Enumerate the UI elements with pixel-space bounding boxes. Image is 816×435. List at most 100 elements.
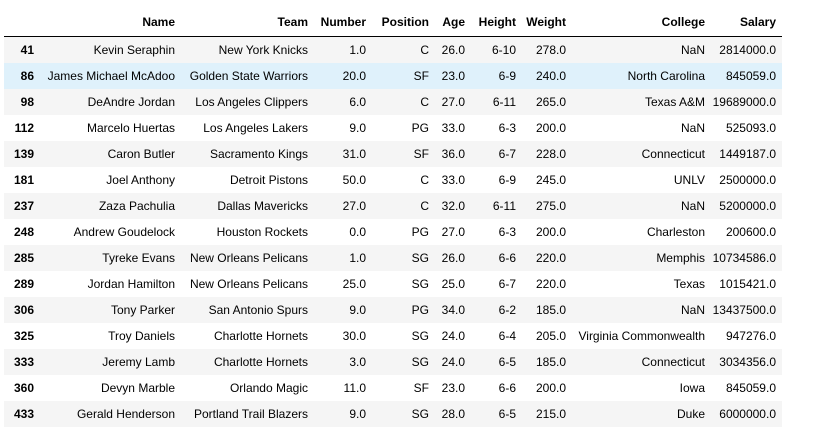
cell-team: Charlotte Hornets xyxy=(213,329,308,343)
cell-team: Golden State Warriors xyxy=(189,69,308,83)
cell-college: Duke xyxy=(676,407,705,421)
table-row: 139 Caron Butler Sacramento Kings 31.0 SF 36.… xyxy=(4,141,782,167)
cell-name: Caron Butler xyxy=(107,147,175,161)
cell-weight: 205.0 xyxy=(535,329,566,343)
cell-salary: 10734586.0 xyxy=(712,251,776,265)
cell-name: Devyn Marble xyxy=(100,381,175,395)
cell-salary: 2500000.0 xyxy=(719,173,776,187)
cell-team: Portland Trail Blazers xyxy=(193,407,308,421)
table-body: 41 Kevin Seraphin New York Knicks 1.0 C 26.0 6… xyxy=(4,36,782,427)
row-index: 360 xyxy=(13,381,34,395)
cell-team: Los Angeles Lakers xyxy=(203,121,308,135)
cell-number: 1.0 xyxy=(349,251,366,265)
cell-salary: 525093.0 xyxy=(725,121,776,135)
cell-position: SG xyxy=(411,277,429,291)
row-index: 285 xyxy=(13,251,34,265)
table-row: 306 Tony Parker San Antonio Spurs 9.0 PG 34.0… xyxy=(4,297,782,323)
cell-number: 1.0 xyxy=(349,43,366,57)
row-index: 325 xyxy=(13,329,34,343)
table-row: 181 Joel Anthony Detroit Pistons 50.0 C 33.0 6… xyxy=(4,167,782,193)
cell-height: 6-6 xyxy=(498,381,516,395)
cell-salary: 200600.0 xyxy=(725,225,776,239)
cell-weight: 200.0 xyxy=(535,225,566,239)
cell-salary: 1015421.0 xyxy=(719,277,776,291)
cell-name: Andrew Goudelock xyxy=(73,225,175,239)
table-row: 86 James Michael McAdoo Golden State Warri… xyxy=(4,63,782,89)
cell-number: 9.0 xyxy=(349,407,366,421)
cell-team: Dallas Mavericks xyxy=(217,199,308,213)
cell-weight: 215.0 xyxy=(535,407,566,421)
cell-height: 6-10 xyxy=(491,43,516,57)
cell-age: 34.0 xyxy=(441,303,465,317)
table-row: 325 Troy Daniels Charlotte Hornets 30.0 SG 24… xyxy=(4,323,782,349)
cell-name: Zaza Pachulia xyxy=(98,199,175,213)
column-header-name: Name xyxy=(40,8,181,37)
table-row: 285 Tyreke Evans New Orleans Pelicans 1.0 SG… xyxy=(4,245,782,271)
cell-team: San Antonio Spurs xyxy=(208,303,308,317)
cell-number: 25.0 xyxy=(342,277,366,291)
cell-salary: 2814000.0 xyxy=(719,43,776,57)
column-header-college: College xyxy=(572,8,711,37)
row-index: 248 xyxy=(13,225,34,239)
cell-age: 26.0 xyxy=(441,43,465,57)
cell-salary: 5200000.0 xyxy=(719,199,776,213)
cell-name: James Michael McAdoo xyxy=(47,69,175,83)
cell-position: C xyxy=(420,199,429,213)
row-index: 289 xyxy=(13,277,34,291)
row-index: 306 xyxy=(13,303,34,317)
cell-age: 23.0 xyxy=(441,69,465,83)
index-header xyxy=(4,8,40,37)
column-header-position: Position xyxy=(372,8,435,37)
cell-name: Joel Anthony xyxy=(106,173,175,187)
cell-college: NaN xyxy=(680,121,705,135)
cell-age: 33.0 xyxy=(441,173,465,187)
cell-name: Troy Daniels xyxy=(108,329,175,343)
column-header-weight: Weight xyxy=(522,8,572,37)
table-row: 237 Zaza Pachulia Dallas Mavericks 27.0 C 32.… xyxy=(4,193,782,219)
cell-age: 32.0 xyxy=(441,199,465,213)
table-row: 433 Gerald Henderson Portland Trail Blazer… xyxy=(4,401,782,427)
cell-height: 6-9 xyxy=(498,173,516,187)
cell-college: Connecticut xyxy=(641,355,705,369)
dataframe-table: Name Team Number Position Age Height Wei… xyxy=(4,8,782,427)
cell-height: 6-3 xyxy=(498,121,516,135)
cell-name: Gerald Henderson xyxy=(76,407,175,421)
cell-team: New Orleans Pelicans xyxy=(189,277,308,291)
row-index: 98 xyxy=(20,95,34,109)
cell-height: 6-7 xyxy=(498,277,516,291)
cell-name: Tyreke Evans xyxy=(102,251,175,265)
cell-weight: 278.0 xyxy=(535,43,566,57)
cell-salary: 845059.0 xyxy=(725,381,776,395)
cell-position: PG xyxy=(411,121,429,135)
row-index: 181 xyxy=(13,173,34,187)
cell-height: 6-9 xyxy=(498,69,516,83)
column-header-salary: Salary xyxy=(711,8,782,37)
cell-name: Kevin Seraphin xyxy=(93,43,175,57)
cell-number: 6.0 xyxy=(349,95,366,109)
cell-number: 20.0 xyxy=(342,69,366,83)
cell-college: Texas A&M xyxy=(644,95,705,109)
column-header-team: Team xyxy=(181,8,314,37)
cell-age: 26.0 xyxy=(441,251,465,265)
cell-team: Charlotte Hornets xyxy=(213,355,308,369)
cell-name: DeAndre Jordan xyxy=(87,95,175,109)
cell-college: North Carolina xyxy=(627,69,705,83)
cell-age: 36.0 xyxy=(441,147,465,161)
table-row: 333 Jeremy Lamb Charlotte Hornets 3.0 SG 24.0… xyxy=(4,349,782,375)
table-row: 98 DeAndre Jordan Los Angeles Clippers 6.0 C… xyxy=(4,89,782,115)
cell-salary: 1449187.0 xyxy=(719,147,776,161)
cell-position: PG xyxy=(411,225,429,239)
row-index: 433 xyxy=(13,407,34,421)
cell-position: SF xyxy=(413,147,429,161)
cell-college: Iowa xyxy=(679,381,705,395)
cell-college: Virginia Commonwealth xyxy=(578,329,705,343)
cell-height: 6-5 xyxy=(498,407,516,421)
column-header-height: Height xyxy=(471,8,522,37)
cell-number: 27.0 xyxy=(342,199,366,213)
cell-college: Charleston xyxy=(646,225,705,239)
cell-salary: 947276.0 xyxy=(725,329,776,343)
column-header-age: Age xyxy=(435,8,471,37)
table-row: 289 Jordan Hamilton New Orleans Pelicans 25… xyxy=(4,271,782,297)
cell-college: NaN xyxy=(680,199,705,213)
cell-age: 27.0 xyxy=(441,225,465,239)
